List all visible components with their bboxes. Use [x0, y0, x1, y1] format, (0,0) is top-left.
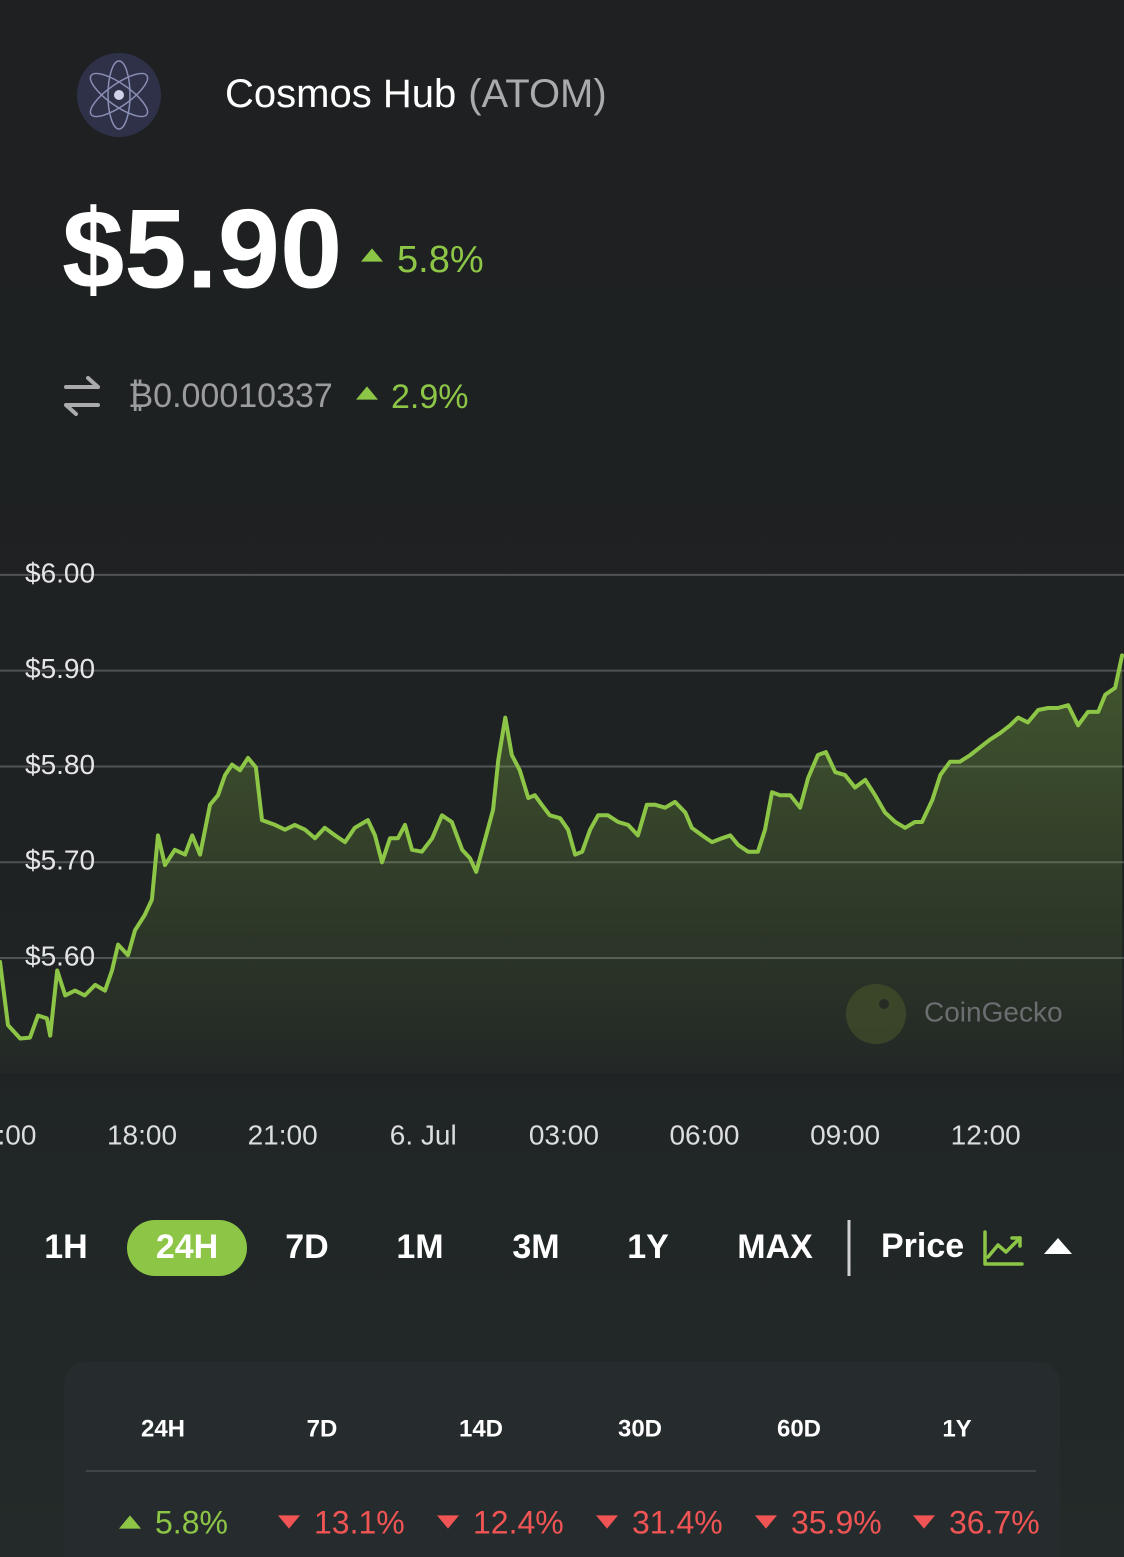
performance-card [64, 1362, 1060, 1557]
coin-name: Cosmos Hub [225, 72, 456, 116]
period-change: 31.4% [632, 1504, 723, 1540]
timeframe-button[interactable]: 1Y [627, 1228, 669, 1266]
timeframe-button[interactable]: MAX [737, 1228, 813, 1266]
period-change: 35.9% [791, 1504, 882, 1540]
timeframe-button[interactable]: 1H [44, 1228, 87, 1266]
price-change: 5.8% [397, 239, 484, 281]
timeframe-controls: Price 1H 24H 7D 1M 3M 1Y MAX [44, 1220, 1072, 1276]
trend-arrow [755, 1515, 777, 1529]
price-chart: $5.60 $5.70 $5.80 $5.90 $6.00 15:00 18:00 21:00… [0, 557, 1124, 1150]
x-tick-label: 18:00 [107, 1119, 177, 1150]
x-tick-label: 15:00 [0, 1119, 36, 1150]
trend-arrow [361, 248, 383, 262]
trend-arrow [596, 1515, 618, 1529]
period-header: 60D [777, 1415, 821, 1442]
period-change: 36.7% [949, 1504, 1040, 1540]
watermark-text: CoinGecko [924, 996, 1063, 1027]
coin-logo [77, 53, 161, 137]
period-change: 13.1% [314, 1504, 405, 1540]
period-header: 7D [307, 1415, 338, 1442]
y-tick-label: $5.80 [25, 749, 95, 780]
btc-price: ₿0.00010337 [128, 377, 333, 415]
y-tick-label: $5.70 [25, 845, 95, 876]
coin-symbol: (ATOM) [468, 72, 607, 116]
price-area [0, 655, 1123, 1073]
x-tick-label: 21:00 [248, 1119, 318, 1150]
timeframe-button[interactable]: 1M [396, 1228, 443, 1266]
price-line [0, 653, 1124, 1041]
btc-change: 2.9% [391, 378, 469, 416]
y-tick-label: $5.60 [25, 940, 95, 971]
period-header: 24H [141, 1415, 185, 1442]
y-tick-label: $6.00 [25, 557, 95, 588]
selected-pill [127, 1220, 247, 1276]
chart-type-icon[interactable] [983, 1230, 1024, 1266]
trend-arrow [278, 1515, 300, 1529]
y-tick-label: $5.90 [25, 653, 95, 684]
trend-arrow [356, 386, 378, 400]
period-header: 14D [459, 1415, 503, 1442]
x-tick-label: 6. Jul [390, 1119, 457, 1150]
collapse-toggle[interactable] [1044, 1238, 1072, 1254]
timeframe-button[interactable]: 7D [285, 1228, 328, 1266]
period-change: 12.4% [473, 1504, 564, 1540]
metric-toggle[interactable]: Price [881, 1227, 964, 1265]
timeframe-button[interactable]: 24H [156, 1228, 218, 1266]
timeframe-button[interactable]: 3M [512, 1228, 559, 1266]
trend-arrow [913, 1515, 935, 1529]
trend-arrow [437, 1515, 459, 1529]
coin-title: Cosmos Hub (ATOM) [225, 72, 607, 116]
period-header: 1Y [942, 1415, 971, 1442]
price: $5.90 [62, 187, 342, 312]
watermark: CoinGecko [846, 984, 1063, 1044]
swap-icon [64, 376, 100, 416]
x-tick-label: 03:00 [529, 1119, 599, 1150]
x-tick-label: 06:00 [669, 1119, 739, 1150]
x-tick-label: 12:00 [951, 1119, 1021, 1150]
performance-table: 24H 7D 14D 30D 60D 1Y 5.8% 13.1% 12.4% 31.4% 35.9%… [119, 1415, 1040, 1540]
period-change: 5.8% [155, 1504, 228, 1540]
x-tick-label: 09:00 [810, 1119, 880, 1150]
trend-arrow [119, 1515, 141, 1529]
period-header: 30D [618, 1415, 662, 1442]
